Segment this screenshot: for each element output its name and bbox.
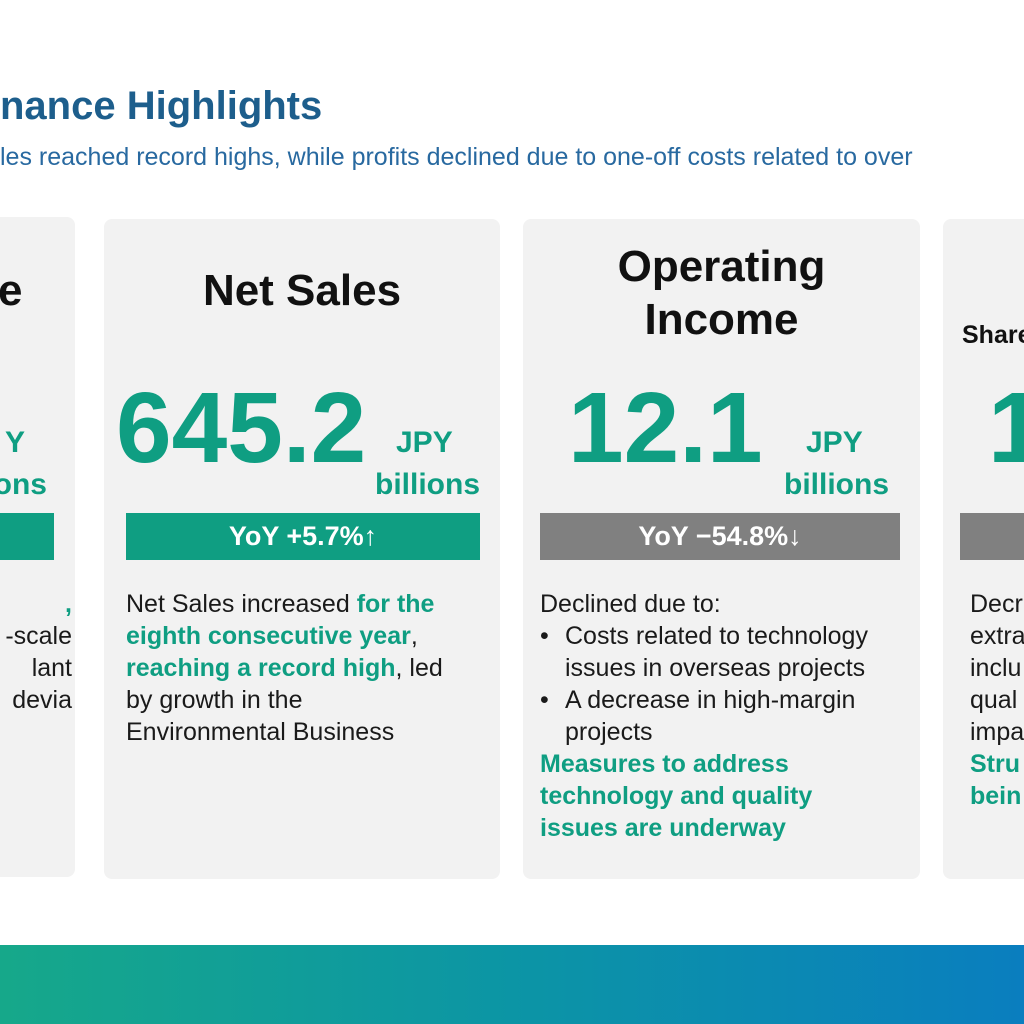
body-line: Declined due to: (540, 588, 868, 620)
text-segment: , led (395, 654, 443, 682)
text-segment: eighth consecutive year (126, 622, 411, 650)
text-segment: , (65, 590, 72, 618)
unit: JPY (396, 426, 453, 459)
body-line: impa (970, 716, 1024, 748)
text-segment: Declined due to: (540, 590, 721, 618)
text-segment: impa (970, 718, 1024, 746)
card-title: Operating Income (523, 240, 920, 346)
text-segment: -scale (5, 622, 72, 650)
text-segment: lant (31, 654, 72, 682)
body-line: • A decrease in high-margin (540, 684, 868, 716)
text-segment: by growth in the (126, 686, 303, 714)
text-segment: A decrease in high-margin (565, 686, 856, 714)
card-body: , -scale lant devia (5, 588, 72, 716)
value: 645.2 (116, 372, 367, 484)
yoy-bar (960, 513, 1024, 560)
body-line: issues in overseas projects (540, 652, 868, 684)
text-segment: devia (12, 686, 72, 714)
body-line: by growth in the (126, 684, 443, 716)
body-line: lant (5, 652, 72, 684)
body-line: Environmental Business (126, 716, 443, 748)
value: 12.1 (568, 372, 763, 484)
text-segment: projects (565, 718, 653, 746)
text-segment: , (410, 622, 418, 650)
body-line: bein (970, 780, 1024, 812)
body-line: devia (5, 684, 72, 716)
text-segment: issues in overseas projects (565, 654, 866, 682)
unit: billions (784, 468, 889, 501)
text-segment: for the (356, 590, 435, 618)
card-title: e (0, 266, 23, 315)
body-line: Net Sales increased for the (126, 588, 443, 620)
body-line: extra (970, 620, 1024, 652)
card-body: Declined due to: • Costs related to techno… (540, 588, 868, 844)
body-line: qual (970, 684, 1024, 716)
yoy-bar: YoY −54.8%↓ (540, 513, 900, 560)
text-segment: inclu (970, 654, 1022, 682)
bullet: • (540, 686, 549, 714)
body-line: reaching a record high, led (126, 652, 443, 684)
unit: ons (0, 468, 47, 501)
title-line: Operating (617, 242, 826, 291)
title: nance Highlights (0, 84, 323, 128)
unit: JPY (806, 426, 863, 459)
body-line: technology and quality (540, 780, 868, 812)
body-line: -scale (5, 620, 72, 652)
card-body: Net Sales increased for the eighth consec… (126, 588, 443, 748)
body-line: projects (540, 716, 868, 748)
yoy-bar: YoY +5.7%↑ (126, 513, 480, 560)
text-segment: technology and quality (540, 782, 813, 810)
body-line: Stru (970, 748, 1024, 780)
text-segment: bein (970, 782, 1022, 810)
footer-band (0, 945, 1024, 1024)
text-segment: issues are underway (540, 814, 786, 842)
unit: Y (4, 426, 25, 459)
value: 1 (988, 372, 1024, 484)
card-title: Net Sales (202, 266, 402, 315)
unit: billions (375, 468, 480, 501)
text-segment: extra (970, 622, 1024, 650)
card-body: Decr extra inclu qual impa Stru bein (970, 588, 1024, 812)
text-segment: Decr (970, 590, 1023, 618)
text-segment: Costs related to technology (565, 622, 868, 650)
text-segment: Stru (970, 750, 1020, 778)
body-line: , (5, 588, 72, 620)
bullet: • (540, 622, 549, 650)
body-line: inclu (970, 652, 1024, 684)
body-line: issues are underway (540, 812, 868, 844)
card-title: Share (962, 321, 1024, 349)
body-line: • Costs related to technology (540, 620, 868, 652)
text-segment: qual (970, 686, 1018, 714)
subtitle: les reached record highs, while profits … (0, 143, 913, 171)
body-line: eighth consecutive year, (126, 620, 443, 652)
body-line: Measures to address (540, 748, 868, 780)
text-segment: Net Sales increased (126, 590, 357, 618)
body-line: Decr (970, 588, 1024, 620)
text-segment: Measures to address (540, 750, 789, 778)
yoy-bar (0, 513, 54, 560)
text-segment: reaching a record high (126, 654, 396, 682)
title-line: Income (644, 295, 799, 344)
text-segment: Environmental Business (126, 718, 395, 746)
